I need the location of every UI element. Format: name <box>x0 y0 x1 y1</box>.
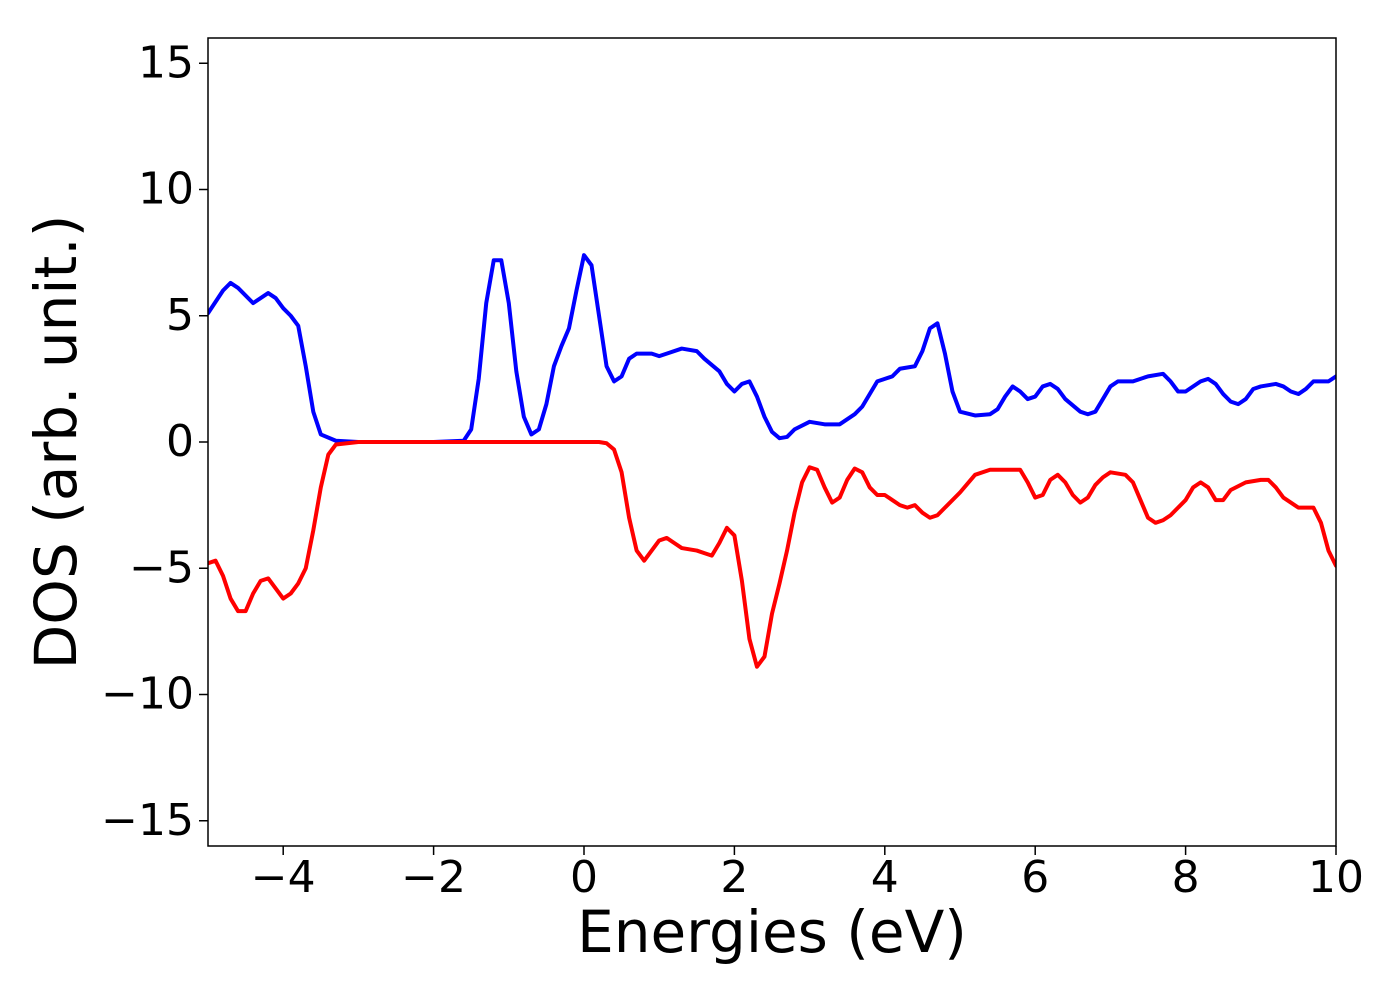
x-tick-label: 4 <box>871 852 899 903</box>
y-tick-label: 0 <box>166 416 194 467</box>
x-tick-label: 10 <box>1308 852 1364 903</box>
line-series <box>208 253 1336 444</box>
y-tick-label: −5 <box>129 542 194 593</box>
x-tick-label: 6 <box>1021 852 1049 903</box>
x-axis-label: Energies (eV) <box>577 898 967 966</box>
y-tick-label: −15 <box>101 795 194 846</box>
plot-frame <box>207 37 1337 847</box>
y-tick-label: −10 <box>101 669 194 720</box>
x-tick-label: 2 <box>720 852 748 903</box>
x-tick-label: −2 <box>401 852 466 903</box>
y-tick-label: 15 <box>138 37 194 88</box>
y-axis-label: DOS (arb. unit.) <box>22 215 90 670</box>
x-tick-label: −4 <box>251 852 316 903</box>
x-tick-label: 0 <box>570 852 598 903</box>
y-tick-label: 10 <box>138 164 194 215</box>
line-series <box>208 440 1336 669</box>
y-tick-label: 5 <box>166 290 194 341</box>
x-tick-label: 8 <box>1172 852 1200 903</box>
